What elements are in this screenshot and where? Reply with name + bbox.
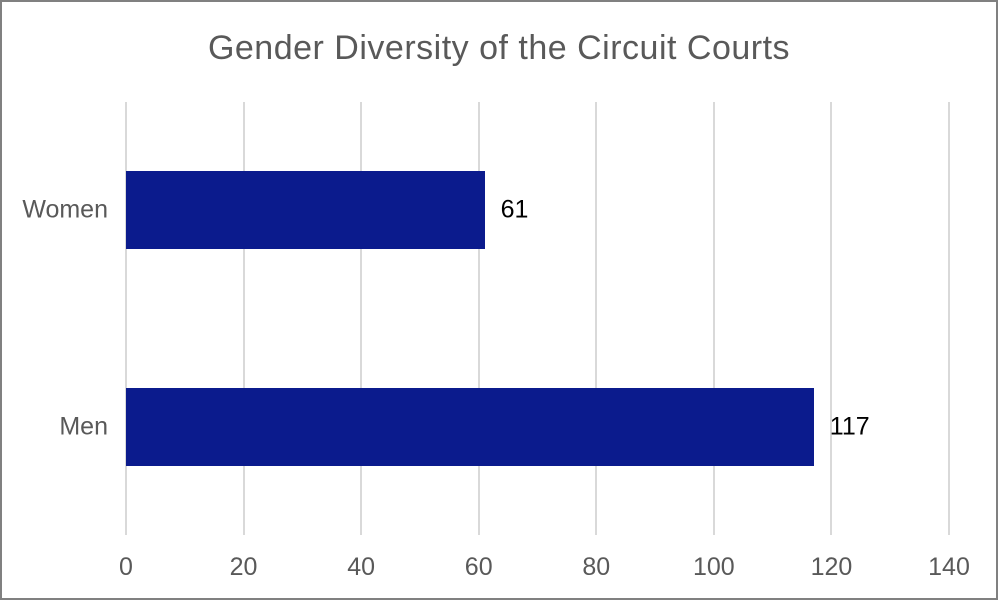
- x-axis-tick-label: 120: [810, 553, 853, 581]
- gridline: [948, 102, 950, 535]
- x-axis-tick-label: 80: [582, 553, 611, 581]
- x-axis-tick-label: 140: [928, 553, 970, 581]
- x-axis-tick-label: 100: [692, 553, 735, 581]
- gridline: [830, 102, 833, 535]
- x-axis-tick-label: 20: [229, 553, 258, 581]
- x-axis-tick-label: 40: [347, 553, 376, 581]
- x-axis-tick-label: 60: [464, 553, 493, 581]
- bar-men: [126, 387, 814, 466]
- x-axis-tick-label: 0: [119, 553, 133, 581]
- y-axis-category-label: Men: [59, 412, 108, 441]
- gridline: [360, 102, 363, 535]
- bar-women: [126, 171, 485, 250]
- gridline: [477, 102, 480, 535]
- bar-data-label: 117: [829, 412, 870, 441]
- chart-title: Gender Diversity of the Circuit Courts: [207, 29, 791, 67]
- gridline: [242, 102, 245, 535]
- bar-data-label: 61: [500, 195, 529, 224]
- gridline: [595, 102, 598, 535]
- gridline: [712, 102, 715, 535]
- y-axis-category-label: Women: [22, 195, 108, 224]
- gridline: [125, 102, 127, 535]
- plot-area: [125, 102, 950, 535]
